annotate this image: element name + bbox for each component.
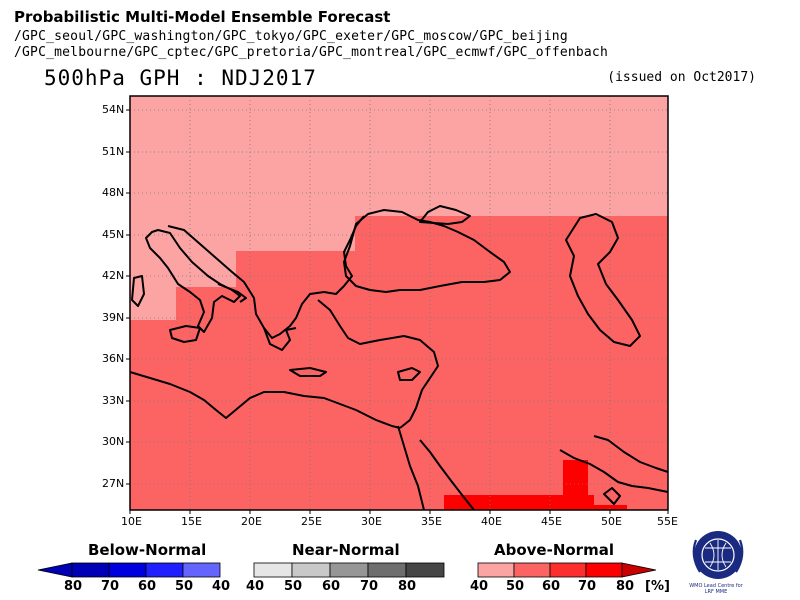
fill-above-70-region xyxy=(444,460,627,510)
lat-label-48n: 48N xyxy=(102,186,125,199)
issued-date: (issued on Oct2017) xyxy=(607,70,756,85)
coast-italy-heel xyxy=(217,283,247,303)
legend-below-50: 50 xyxy=(175,579,194,594)
lat-label-30n: 30N xyxy=(102,435,125,448)
lat-label-54n: 54N xyxy=(102,103,125,116)
axis-ticks xyxy=(126,109,669,514)
coast-red-sea xyxy=(397,425,475,511)
coast-cyprus xyxy=(397,367,421,381)
lat-label-33n: 33N xyxy=(102,394,125,407)
legend-bars xyxy=(37,562,657,578)
legend-above-80: 80 xyxy=(616,579,635,594)
above-box-50 xyxy=(513,562,551,578)
fill-above-50-region xyxy=(130,216,668,510)
legend-near-60: 60 xyxy=(322,579,341,594)
lat-label-51n: 51N xyxy=(102,145,125,158)
near-box-1 xyxy=(253,562,293,578)
coast-turkey-levant xyxy=(317,299,439,429)
coast-sardinia xyxy=(131,275,145,307)
lon-label-15e: 15E xyxy=(181,515,202,528)
legend-below-80: 80 xyxy=(64,579,83,594)
legend-unit: [%] xyxy=(645,579,670,594)
logo-caption-line2: LRF MME xyxy=(704,589,728,595)
lat-label-27n: 27N xyxy=(102,477,125,490)
models-list-line1: /GPC_seoul/GPC_washington/GPC_tokyo/GPC_… xyxy=(14,29,568,44)
lon-label-40e: 40E xyxy=(481,515,502,528)
legend-above-title: Above-Normal xyxy=(494,541,614,559)
wmo-logo xyxy=(692,531,744,579)
coast-black-sea xyxy=(343,209,511,293)
coast-north-africa xyxy=(129,371,401,429)
below-box-80 xyxy=(71,562,110,578)
above-box-60 xyxy=(549,562,587,578)
lon-label-35e: 35E xyxy=(421,515,442,528)
coastlines xyxy=(129,205,669,511)
coast-qatar xyxy=(603,487,621,505)
legend-above-60: 60 xyxy=(542,579,561,594)
legend-below-title: Below-Normal xyxy=(88,541,207,559)
lat-label-39n: 39N xyxy=(102,311,125,324)
legend-below-60: 60 xyxy=(138,579,157,594)
legend-near-70: 70 xyxy=(360,579,379,594)
forecast-title: 500hPa GPH : NDJ2017 xyxy=(44,66,317,90)
map-frame xyxy=(129,95,669,511)
coast-balkans xyxy=(167,215,365,339)
near-box-4 xyxy=(367,562,407,578)
coast-italy xyxy=(145,229,241,333)
lon-label-10e: 10E xyxy=(121,515,142,528)
coast-greece-south xyxy=(263,327,297,351)
above-box-40 xyxy=(477,562,515,578)
above-box-70 xyxy=(585,562,623,578)
legend-below-40: 40 xyxy=(212,579,231,594)
near-box-3 xyxy=(329,562,369,578)
legend-below-70: 70 xyxy=(101,579,120,594)
above-arrow xyxy=(621,562,657,578)
lon-label-20e: 20E xyxy=(241,515,262,528)
below-box-50 xyxy=(182,562,221,578)
near-box-5 xyxy=(405,562,445,578)
coast-sicily xyxy=(169,325,201,343)
legend-near-40: 40 xyxy=(246,579,265,594)
coast-crete xyxy=(289,367,327,377)
probability-fill xyxy=(130,96,668,510)
logo-caption: WMO Lead Centre for LRF MME xyxy=(688,583,744,595)
lat-label-42n: 42N xyxy=(102,269,125,282)
below-arrow xyxy=(37,562,73,578)
models-list-line2: /GPC_melbourne/GPC_cptec/GPC_pretoria/GP… xyxy=(14,45,608,60)
coast-caspian xyxy=(565,213,641,347)
lat-label-36n: 36N xyxy=(102,352,125,365)
legend-above-50: 50 xyxy=(506,579,525,594)
lon-label-50e: 50E xyxy=(601,515,622,528)
legend-near-50: 50 xyxy=(284,579,303,594)
below-box-60 xyxy=(145,562,184,578)
below-box-70 xyxy=(108,562,147,578)
page-title: Probabilistic Multi-Model Ensemble Forec… xyxy=(14,8,391,26)
coast-crimea xyxy=(419,205,471,225)
legend-near-80: 80 xyxy=(398,579,417,594)
coast-persian-gulf xyxy=(559,435,669,493)
lon-label-55e: 55E xyxy=(657,515,678,528)
lon-label-25e: 25E xyxy=(301,515,322,528)
legend-above-70: 70 xyxy=(578,579,597,594)
legend-above-40: 40 xyxy=(470,579,489,594)
legend-near-title: Near-Normal xyxy=(292,541,400,559)
lon-label-45e: 45E xyxy=(541,515,562,528)
near-box-2 xyxy=(291,562,331,578)
lon-label-30e: 30E xyxy=(361,515,382,528)
logo-caption-line1: WMO Lead Centre for xyxy=(689,583,743,589)
lat-label-45n: 45N xyxy=(102,228,125,241)
